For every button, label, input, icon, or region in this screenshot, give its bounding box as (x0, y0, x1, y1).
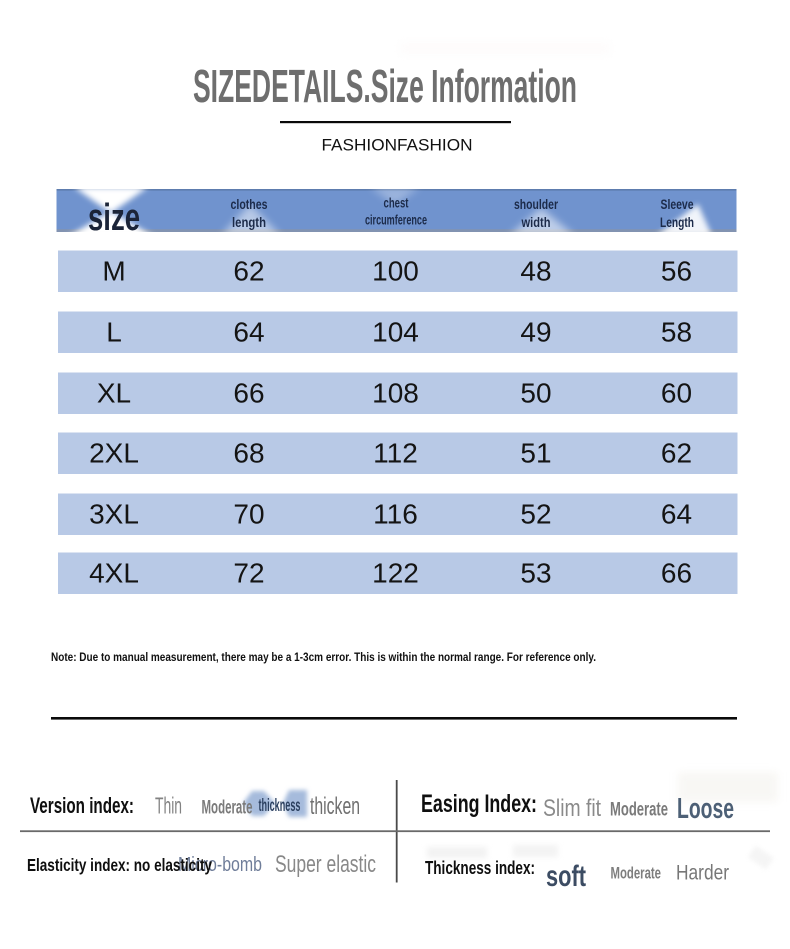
svg-text:Moderate: Moderate (202, 798, 253, 819)
svg-text:Elasticity index: no elasticit: Elasticity index: no elasticity (27, 855, 212, 875)
svg-text:68: 68 (233, 438, 264, 469)
svg-text:100: 100 (372, 256, 419, 287)
svg-text:soft: soft (546, 860, 586, 893)
svg-text:FASHIONFASHION: FASHIONFASHION (322, 137, 473, 155)
svg-text:Version index:: Version index: (30, 793, 134, 818)
svg-text:clothes: clothes (231, 197, 268, 212)
svg-text:Loose: Loose (677, 793, 734, 825)
svg-text:circumference: circumference (365, 213, 427, 228)
svg-text:L: L (106, 317, 122, 348)
svg-text:thicken: thicken (310, 793, 360, 820)
svg-text:Moderate: Moderate (611, 864, 662, 883)
svg-text:122: 122 (372, 558, 419, 589)
svg-text:52: 52 (520, 499, 551, 530)
svg-text:Micro-bomb: Micro-bomb (178, 854, 262, 876)
svg-text:Sleeve: Sleeve (661, 197, 694, 212)
svg-text:M: M (102, 256, 125, 287)
svg-text:Slim fit: Slim fit (543, 795, 601, 822)
svg-text:64: 64 (233, 317, 264, 348)
svg-text:66: 66 (661, 558, 692, 589)
svg-text:2XL: 2XL (89, 438, 139, 469)
svg-text:width: width (521, 215, 551, 230)
svg-text:Harder: Harder (676, 861, 729, 885)
svg-text:48: 48 (520, 256, 551, 287)
svg-text:72: 72 (233, 558, 264, 589)
svg-text:108: 108 (372, 378, 419, 409)
svg-text:56: 56 (661, 256, 692, 287)
svg-text:116: 116 (373, 499, 418, 530)
svg-text:70: 70 (233, 499, 264, 530)
svg-text:Thickness index:: Thickness index: (425, 857, 535, 878)
svg-text:49: 49 (520, 317, 551, 348)
svg-text:Moderate: Moderate (610, 800, 668, 821)
svg-text:Note: Due to manual measuremen: Note: Due to manual measurement, there m… (51, 652, 596, 664)
svg-text:XL: XL (97, 378, 131, 409)
svg-text:112: 112 (373, 438, 418, 469)
svg-text:60: 60 (661, 378, 692, 409)
svg-text:Easing Index:: Easing Index: (421, 790, 537, 818)
svg-text:thickness: thickness (259, 795, 301, 815)
svg-text:58: 58 (661, 317, 692, 348)
svg-text:chest: chest (384, 196, 409, 211)
svg-text:Length: Length (660, 215, 694, 230)
svg-text:length: length (232, 215, 266, 230)
svg-text:Super elastic: Super elastic (275, 851, 376, 878)
svg-text:shoulder: shoulder (514, 197, 559, 212)
svg-text:4XL: 4XL (89, 558, 139, 589)
svg-text:64: 64 (661, 499, 692, 530)
svg-text:50: 50 (520, 378, 551, 409)
svg-text:104: 104 (372, 317, 419, 348)
svg-text:SIZEDETAILS.Size Information: SIZEDETAILS.Size Information (193, 60, 577, 112)
svg-text:Thin: Thin (155, 793, 182, 819)
svg-text:size: size (88, 197, 140, 239)
svg-text:3XL: 3XL (89, 499, 139, 530)
svg-text:62: 62 (233, 256, 264, 287)
svg-text:51: 51 (520, 438, 551, 469)
svg-text:62: 62 (661, 438, 692, 469)
svg-text:53: 53 (520, 558, 551, 589)
svg-text:66: 66 (233, 378, 264, 409)
